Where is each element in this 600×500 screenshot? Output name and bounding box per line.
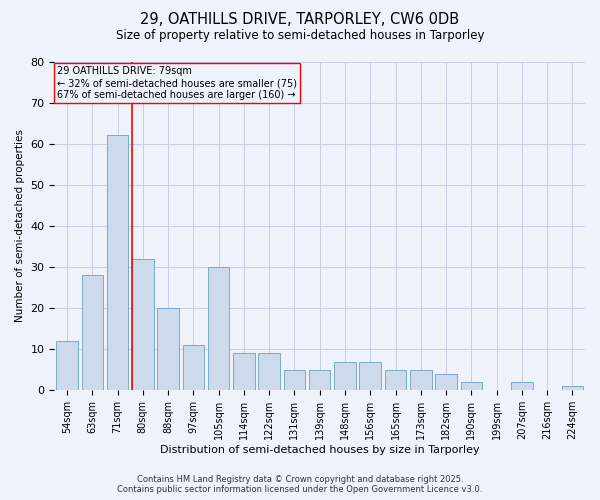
Bar	[82, 276, 103, 390]
Bar	[157, 308, 179, 390]
Bar	[259, 354, 280, 391]
Bar	[208, 267, 229, 390]
Bar	[385, 370, 406, 390]
Bar	[233, 354, 254, 391]
Bar	[309, 370, 331, 390]
Bar	[132, 259, 154, 390]
Text: 29, OATHILLS DRIVE, TARPORLEY, CW6 0DB: 29, OATHILLS DRIVE, TARPORLEY, CW6 0DB	[140, 12, 460, 28]
Bar	[562, 386, 583, 390]
Text: Contains HM Land Registry data © Crown copyright and database right 2025.
Contai: Contains HM Land Registry data © Crown c…	[118, 474, 482, 494]
Text: 29 OATHILLS DRIVE: 79sqm
← 32% of semi-detached houses are smaller (75)
67% of s: 29 OATHILLS DRIVE: 79sqm ← 32% of semi-d…	[57, 66, 297, 100]
Bar	[461, 382, 482, 390]
X-axis label: Distribution of semi-detached houses by size in Tarporley: Distribution of semi-detached houses by …	[160, 445, 479, 455]
Bar	[56, 341, 78, 390]
Bar	[511, 382, 533, 390]
Bar	[435, 374, 457, 390]
Bar	[182, 345, 204, 391]
Bar	[359, 362, 381, 390]
Bar	[107, 136, 128, 390]
Bar	[334, 362, 356, 390]
Y-axis label: Number of semi-detached properties: Number of semi-detached properties	[15, 130, 25, 322]
Text: Size of property relative to semi-detached houses in Tarporley: Size of property relative to semi-detach…	[116, 29, 484, 42]
Bar	[410, 370, 431, 390]
Bar	[284, 370, 305, 390]
